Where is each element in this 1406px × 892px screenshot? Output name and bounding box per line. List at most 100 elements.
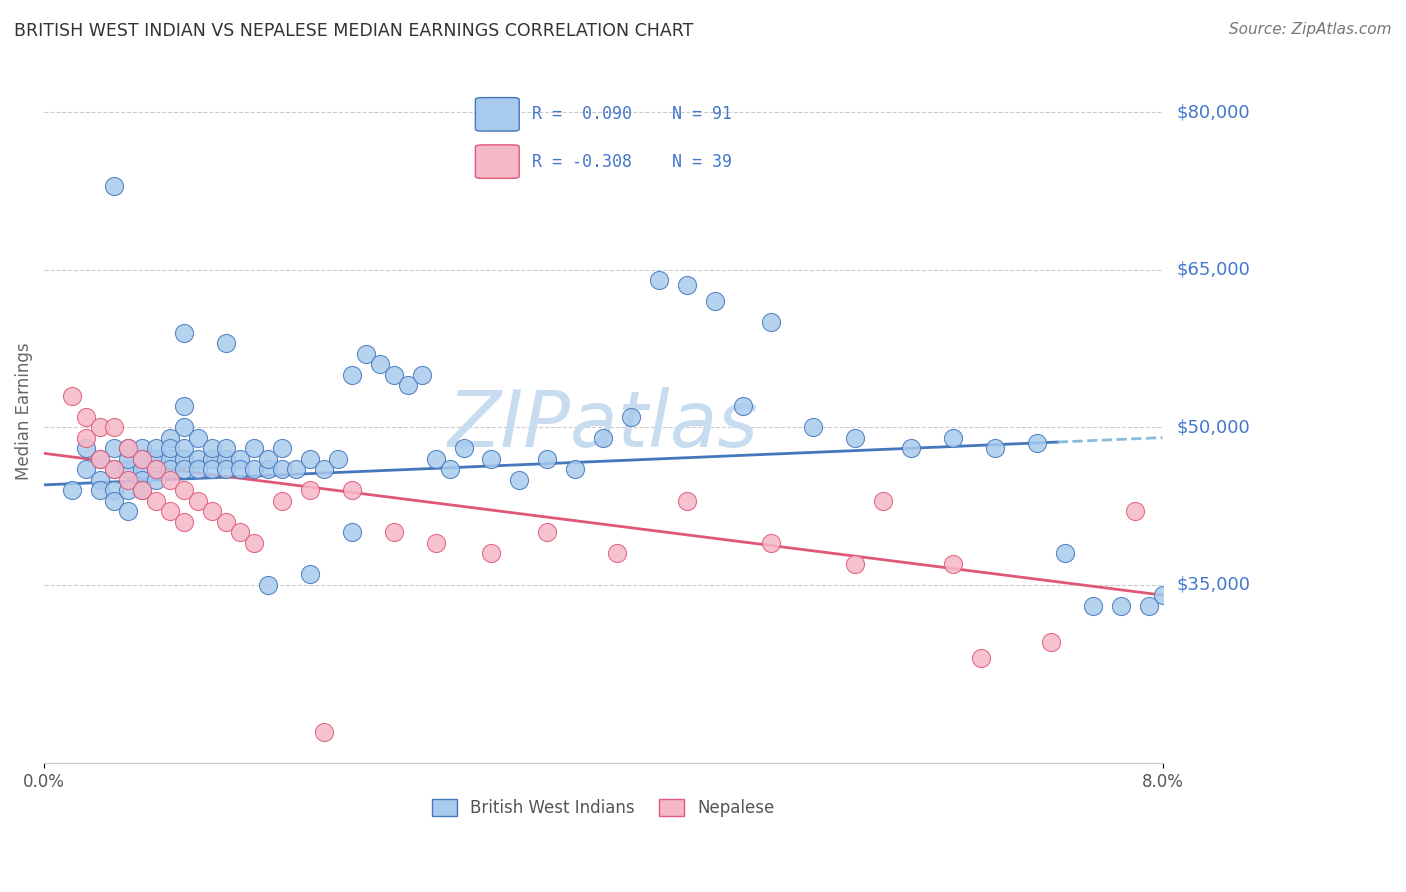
Point: [704, 294, 727, 309]
Point: [60, 389, 83, 403]
Point: [103, 178, 125, 193]
Text: $35,000: $35,000: [1177, 575, 1250, 593]
Point: [453, 441, 475, 455]
Point: [508, 473, 530, 487]
Point: [215, 515, 238, 529]
Point: [173, 462, 195, 476]
Point: [425, 451, 447, 466]
Point: [411, 368, 433, 382]
Point: [396, 378, 419, 392]
Point: [131, 451, 153, 466]
Point: [159, 462, 181, 476]
Text: Source: ZipAtlas.com: Source: ZipAtlas.com: [1229, 22, 1392, 37]
Text: $50,000: $50,000: [1177, 418, 1250, 436]
Point: [103, 462, 125, 476]
Point: [298, 451, 321, 466]
Point: [173, 483, 195, 497]
Point: [270, 493, 292, 508]
Point: [131, 483, 153, 497]
Point: [75, 462, 97, 476]
Point: [382, 368, 405, 382]
Point: [159, 431, 181, 445]
Point: [340, 368, 363, 382]
Point: [1025, 435, 1047, 450]
Point: [117, 504, 139, 518]
Point: [326, 451, 349, 466]
Y-axis label: Median Earnings: Median Earnings: [15, 343, 32, 480]
Point: [131, 441, 153, 455]
Point: [481, 546, 503, 560]
Point: [75, 431, 97, 445]
Point: [270, 441, 292, 455]
Point: [942, 557, 965, 571]
Point: [215, 462, 238, 476]
Point: [103, 493, 125, 508]
Point: [243, 535, 266, 549]
Point: [676, 278, 699, 293]
Point: [201, 504, 224, 518]
Point: [243, 441, 266, 455]
Point: [229, 451, 252, 466]
Point: [970, 651, 993, 665]
Point: [256, 451, 278, 466]
Point: [872, 493, 894, 508]
Point: [117, 451, 139, 466]
Point: [425, 535, 447, 549]
Point: [145, 451, 167, 466]
Point: [103, 441, 125, 455]
Point: [173, 441, 195, 455]
Point: [256, 577, 278, 591]
Point: [89, 451, 111, 466]
Point: [844, 431, 866, 445]
Point: [256, 462, 278, 476]
Point: [536, 451, 558, 466]
Point: [942, 431, 965, 445]
Point: [1152, 588, 1174, 602]
Point: [1123, 504, 1146, 518]
Point: [620, 409, 643, 424]
Point: [145, 462, 167, 476]
Point: [173, 420, 195, 434]
Point: [759, 315, 782, 329]
Point: [229, 525, 252, 540]
Point: [298, 567, 321, 582]
Point: [117, 441, 139, 455]
Point: [60, 483, 83, 497]
Point: [270, 462, 292, 476]
Point: [284, 462, 307, 476]
Point: [676, 493, 699, 508]
Point: [801, 420, 824, 434]
Point: [201, 462, 224, 476]
Point: [733, 399, 755, 413]
Point: [75, 409, 97, 424]
Point: [159, 451, 181, 466]
Point: [215, 451, 238, 466]
Point: [117, 462, 139, 476]
Point: [564, 462, 586, 476]
Point: [1109, 599, 1132, 613]
Point: [648, 273, 671, 287]
Point: [117, 473, 139, 487]
Point: [159, 504, 181, 518]
Point: [145, 462, 167, 476]
Point: [340, 483, 363, 497]
Point: [201, 451, 224, 466]
Point: [173, 451, 195, 466]
Point: [759, 535, 782, 549]
Point: [900, 441, 922, 455]
Point: [312, 724, 335, 739]
Point: [75, 441, 97, 455]
Point: [103, 420, 125, 434]
Point: [984, 441, 1007, 455]
Point: [187, 462, 209, 476]
Text: $65,000: $65,000: [1177, 260, 1250, 278]
Point: [439, 462, 461, 476]
Point: [606, 546, 628, 560]
Point: [173, 326, 195, 340]
Point: [215, 336, 238, 351]
Point: [187, 431, 209, 445]
Point: [103, 483, 125, 497]
Point: [592, 431, 614, 445]
Point: [131, 462, 153, 476]
Point: [536, 525, 558, 540]
